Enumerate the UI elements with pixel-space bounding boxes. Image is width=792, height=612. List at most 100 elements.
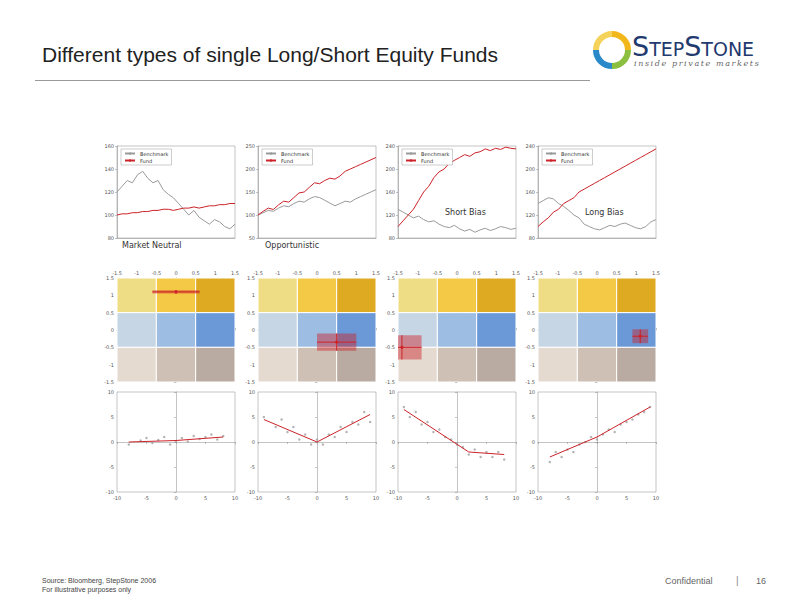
- svg-text:0: 0: [111, 439, 114, 445]
- svg-text:10: 10: [249, 389, 255, 395]
- svg-text:200: 200: [385, 166, 395, 172]
- svg-text:1: 1: [392, 292, 395, 298]
- svg-text:120: 120: [525, 212, 535, 218]
- svg-text:0: 0: [111, 327, 114, 333]
- svg-text:-5: -5: [565, 495, 570, 501]
- svg-text:Benchmark: Benchmark: [561, 151, 590, 157]
- svg-text:-10: -10: [254, 495, 262, 501]
- svg-text:-1: -1: [109, 362, 114, 368]
- svg-text:-1.5: -1.5: [112, 270, 122, 276]
- svg-text:Benchmark: Benchmark: [281, 151, 310, 157]
- svg-text:1: 1: [111, 292, 114, 298]
- svg-text:140: 140: [104, 166, 114, 172]
- svg-text:0: 0: [315, 495, 318, 501]
- svg-text:1.5: 1.5: [231, 270, 239, 276]
- svg-text:5: 5: [392, 414, 395, 420]
- svg-text:0.5: 0.5: [387, 310, 395, 316]
- svg-text:-1.5: -1.5: [533, 270, 543, 276]
- svg-text:0: 0: [174, 495, 177, 501]
- svg-text:-10: -10: [394, 495, 402, 501]
- svg-text:160: 160: [385, 189, 395, 195]
- svg-text:-0.5: -0.5: [525, 344, 535, 350]
- svg-text:0.5: 0.5: [333, 270, 341, 276]
- svg-text:Fund: Fund: [561, 158, 573, 164]
- svg-text:Short Bias: Short Bias: [445, 208, 486, 217]
- svg-text:0.5: 0.5: [473, 270, 481, 276]
- svg-text:-5: -5: [285, 495, 290, 501]
- svg-text:1: 1: [635, 270, 638, 276]
- svg-text:-1.5: -1.5: [385, 379, 395, 385]
- svg-text:240: 240: [525, 143, 535, 149]
- svg-text:-1.5: -1.5: [253, 270, 263, 276]
- svg-text:5: 5: [532, 414, 535, 420]
- svg-text:-1: -1: [555, 270, 560, 276]
- svg-text:-0.5: -0.5: [104, 344, 114, 350]
- svg-text:-1: -1: [275, 270, 280, 276]
- svg-text:1.5: 1.5: [512, 270, 520, 276]
- svg-text:-5: -5: [530, 464, 535, 470]
- svg-text:Benchmark: Benchmark: [421, 151, 450, 157]
- svg-text:0: 0: [252, 439, 255, 445]
- svg-text:0: 0: [392, 327, 395, 333]
- svg-text:120: 120: [104, 189, 114, 195]
- svg-text:Market Neutral: Market Neutral: [122, 241, 182, 250]
- svg-text:80: 80: [529, 235, 535, 241]
- svg-text:0: 0: [315, 270, 318, 276]
- svg-text:120: 120: [385, 212, 395, 218]
- svg-text:1.5: 1.5: [106, 275, 114, 281]
- svg-text:10: 10: [529, 389, 535, 395]
- svg-text:80: 80: [108, 235, 114, 241]
- svg-text:0: 0: [174, 270, 177, 276]
- svg-text:-5: -5: [390, 464, 395, 470]
- svg-text:-5: -5: [109, 464, 114, 470]
- svg-text:-1.5: -1.5: [245, 379, 255, 385]
- svg-text:0: 0: [252, 327, 255, 333]
- svg-text:0.5: 0.5: [527, 310, 535, 316]
- svg-text:10: 10: [653, 495, 659, 501]
- svg-text:240: 240: [385, 143, 395, 149]
- svg-text:200: 200: [245, 166, 255, 172]
- svg-text:-1.5: -1.5: [104, 379, 114, 385]
- svg-text:-5: -5: [250, 464, 255, 470]
- svg-text:1: 1: [532, 292, 535, 298]
- svg-text:5: 5: [204, 495, 207, 501]
- svg-text:-0.5: -0.5: [385, 344, 395, 350]
- svg-text:0: 0: [532, 439, 535, 445]
- svg-text:-1: -1: [415, 270, 420, 276]
- svg-text:Fund: Fund: [281, 158, 293, 164]
- svg-text:0: 0: [455, 270, 458, 276]
- svg-text:0.5: 0.5: [192, 270, 200, 276]
- svg-text:100: 100: [245, 212, 255, 218]
- svg-text:10: 10: [373, 495, 379, 501]
- svg-text:-1.5: -1.5: [525, 379, 535, 385]
- svg-text:1.5: 1.5: [387, 275, 395, 281]
- svg-text:160: 160: [525, 189, 535, 195]
- svg-text:1.5: 1.5: [247, 275, 255, 281]
- svg-text:-5: -5: [144, 495, 149, 501]
- svg-text:150: 150: [245, 189, 255, 195]
- svg-text:Fund: Fund: [421, 158, 433, 164]
- svg-text:0: 0: [595, 495, 598, 501]
- svg-text:5: 5: [345, 495, 348, 501]
- svg-text:Opportunistic: Opportunistic: [265, 241, 319, 250]
- svg-text:10: 10: [389, 389, 395, 395]
- svg-text:1: 1: [495, 270, 498, 276]
- svg-text:5: 5: [111, 414, 114, 420]
- svg-text:0.5: 0.5: [247, 310, 255, 316]
- svg-text:-0.5: -0.5: [245, 344, 255, 350]
- svg-text:5: 5: [625, 495, 628, 501]
- svg-text:-0.5: -0.5: [572, 270, 582, 276]
- svg-text:Long Bias: Long Bias: [585, 208, 624, 217]
- svg-text:1.5: 1.5: [652, 270, 660, 276]
- svg-text:1: 1: [214, 270, 217, 276]
- svg-text:1: 1: [252, 292, 255, 298]
- svg-text:-0.5: -0.5: [292, 270, 302, 276]
- svg-text:5: 5: [252, 414, 255, 420]
- svg-text:1.5: 1.5: [372, 270, 380, 276]
- svg-text:160: 160: [104, 143, 114, 149]
- svg-text:0.5: 0.5: [613, 270, 621, 276]
- svg-text:1: 1: [355, 270, 358, 276]
- svg-text:0: 0: [595, 270, 598, 276]
- svg-text:10: 10: [513, 495, 519, 501]
- svg-text:Benchmark: Benchmark: [140, 151, 169, 157]
